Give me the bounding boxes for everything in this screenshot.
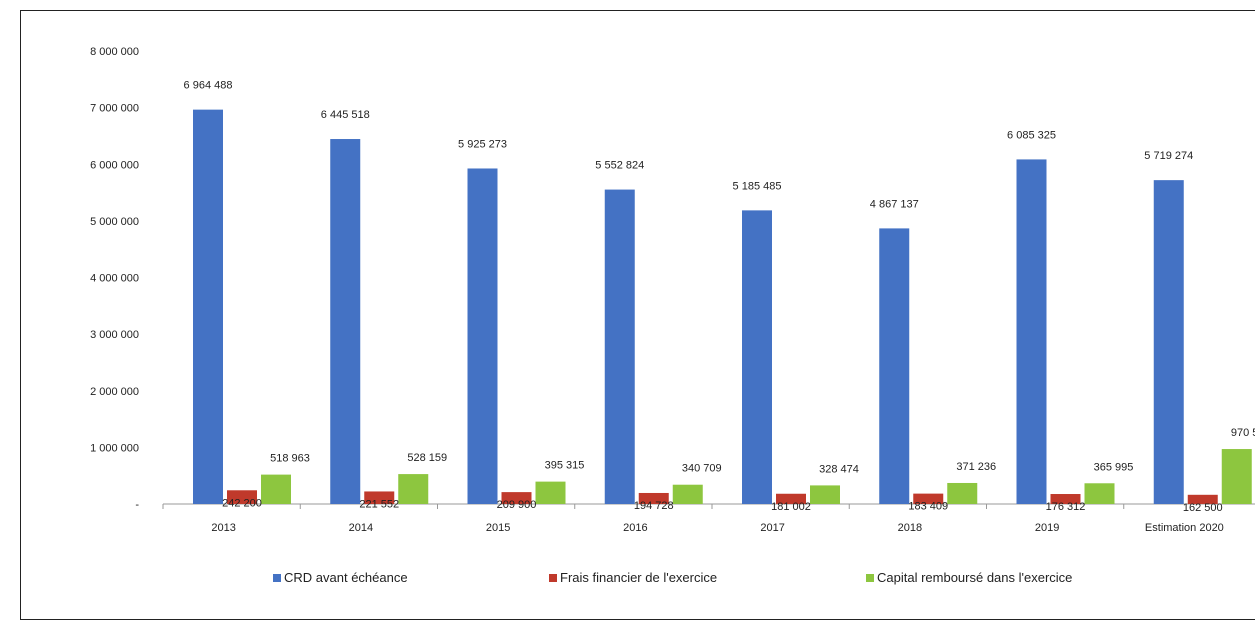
bar-capital: [947, 482, 978, 504]
data-label: 528 159: [407, 452, 447, 464]
bar-frais: [227, 490, 257, 504]
data-label: 209 900: [497, 499, 537, 511]
data-label: 970 500: [1231, 427, 1255, 439]
data-label: 6 964 488: [184, 80, 233, 92]
legend-label: Capital remboursé dans l'exercice: [877, 570, 1072, 585]
bar-capital: [398, 474, 429, 504]
bar-frais: [913, 493, 944, 504]
data-label: 6 085 325: [1007, 129, 1056, 141]
legend-label: Frais financier de l'exercice: [560, 570, 717, 585]
y-tick-label: 5 000 000: [90, 216, 139, 228]
data-label: 5 185 485: [733, 180, 782, 192]
bar-crd: [467, 168, 498, 504]
data-label: 4 867 137: [870, 198, 919, 210]
legend-swatch: [866, 574, 874, 582]
data-label: 162 500: [1183, 502, 1223, 514]
bar-crd: [742, 210, 772, 504]
bar-capital: [672, 484, 703, 504]
bar-crd: [193, 109, 223, 504]
data-label: 5 925 273: [458, 138, 507, 150]
y-tick-label: 4 000 000: [90, 273, 139, 285]
data-label: 518 963: [270, 453, 310, 465]
data-label: 340 709: [682, 463, 722, 475]
bar-frais: [1050, 494, 1081, 504]
y-tick-label: 2 000 000: [90, 386, 139, 398]
chart-frame: - 1 000 000 2 000 000 3 000 000 4 000 000 5 0…: [20, 10, 1255, 620]
x-category-label: Estimation 2020: [1145, 522, 1224, 534]
x-category-label: 2019: [1035, 522, 1059, 534]
y-tick-label: -: [135, 499, 139, 511]
bar-frais: [501, 492, 532, 504]
x-category-label: 2018: [898, 522, 922, 534]
bar-frais: [776, 493, 806, 504]
y-tick-label: 6 000 000: [90, 159, 139, 171]
bar-crd: [330, 139, 361, 505]
bar-chart: - 1 000 000 2 000 000 3 000 000 4 000 000 5 0…: [90, 46, 1255, 585]
data-label: 176 312: [1046, 501, 1086, 513]
x-category-label: 2013: [211, 522, 235, 534]
data-label: 221 552: [359, 498, 399, 510]
x-axis-category-labels: 2013 2014 2015 2016 2017 2018 2019 Estimation 2…: [211, 522, 1223, 534]
bar-crd: [879, 228, 910, 504]
data-label: 371 236: [956, 461, 996, 473]
data-label: 181 002: [771, 501, 811, 513]
chart-data-labels: 6 964 488 6 445 518 5 925 273 5 552 824 5 18…: [184, 80, 1255, 514]
data-label: 5 719 274: [1144, 150, 1193, 162]
data-label: 365 995: [1094, 461, 1134, 473]
x-category-label: 2014: [349, 522, 373, 534]
y-tick-label: 7 000 000: [90, 103, 139, 115]
data-label: 395 315: [545, 460, 585, 472]
chart-axes: [162, 503, 1255, 509]
bar-crd: [1153, 180, 1184, 504]
data-label: 242 200: [222, 497, 262, 509]
y-tick-label: 1 000 000: [90, 442, 139, 454]
x-category-label: 2017: [760, 522, 784, 534]
data-label: 6 445 518: [321, 109, 370, 121]
y-tick-label: 8 000 000: [90, 46, 139, 58]
bar-capital: [1221, 449, 1252, 504]
bar-capital: [261, 474, 291, 504]
bar-capital: [535, 481, 566, 504]
data-label: 5 552 824: [595, 160, 644, 172]
bar-capital: [1084, 483, 1115, 504]
bar-frais: [1187, 494, 1218, 504]
x-category-label: 2015: [486, 522, 510, 534]
data-label: 194 728: [634, 500, 674, 512]
bar-crd: [1016, 159, 1047, 505]
chart-bars: [193, 109, 1252, 505]
chart-legend: CRD avant échéance Frais financier de l'e…: [273, 570, 1072, 585]
x-category-label: 2016: [623, 522, 647, 534]
data-label: 183 409: [908, 501, 948, 513]
bar-frais: [364, 491, 395, 504]
legend-swatch: [273, 574, 281, 582]
y-tick-label: 3 000 000: [90, 329, 139, 341]
legend-swatch: [549, 574, 557, 582]
y-axis-tick-labels: - 1 000 000 2 000 000 3 000 000 4 000 000 5 0…: [90, 46, 139, 511]
bar-crd: [604, 189, 635, 504]
bar-capital: [810, 485, 840, 504]
legend-label: CRD avant échéance: [284, 570, 408, 585]
bar-frais: [638, 492, 669, 504]
data-label: 328 474: [819, 463, 859, 475]
